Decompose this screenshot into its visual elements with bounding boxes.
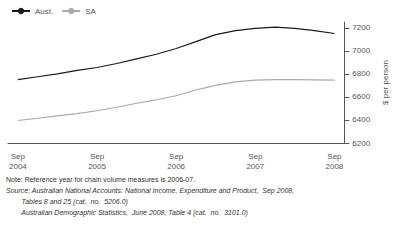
svg-text:2004: 2004	[9, 162, 27, 171]
svg-text:7200: 7200	[352, 23, 370, 32]
svg-text:7000: 7000	[352, 46, 370, 55]
svg-text:Australian Demographic Statist: Australian Demographic Statistics, June …	[6, 209, 248, 217]
svg-text:Sep: Sep	[248, 152, 263, 161]
svg-text:Note: Reference year for chain: Note: Reference year for chain volume me…	[6, 176, 195, 184]
svg-text:6600: 6600	[352, 92, 370, 101]
svg-text:6400: 6400	[352, 115, 370, 124]
svg-text:Tables 8 and 25 (cat. no. 52: Tables 8 and 25 (cat. no. 5206.0)	[6, 198, 128, 206]
svg-text:6200: 6200	[352, 139, 370, 148]
svg-text:2008: 2008	[326, 162, 344, 171]
svg-text:Sep: Sep	[90, 152, 105, 161]
svg-text:2006: 2006	[167, 162, 185, 171]
svg-text:Sep: Sep	[169, 152, 184, 161]
svg-text:2007: 2007	[246, 162, 264, 171]
svg-text:Aust.: Aust.	[35, 7, 53, 16]
svg-text:Sep: Sep	[11, 152, 26, 161]
svg-text:6800: 6800	[352, 69, 370, 78]
svg-text:$ per person: $ per person	[381, 60, 390, 105]
svg-text:Source: Australian National Ac: Source: Australian National Accounts: Na…	[6, 187, 294, 195]
svg-text:2005: 2005	[88, 162, 106, 171]
svg-text:Sep: Sep	[327, 152, 342, 161]
svg-text:SA: SA	[85, 7, 96, 16]
